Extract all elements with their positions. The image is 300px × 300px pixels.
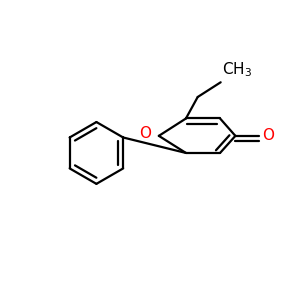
Text: O: O — [140, 126, 152, 141]
Text: CH$_3$: CH$_3$ — [222, 60, 252, 79]
Text: O: O — [262, 128, 274, 143]
